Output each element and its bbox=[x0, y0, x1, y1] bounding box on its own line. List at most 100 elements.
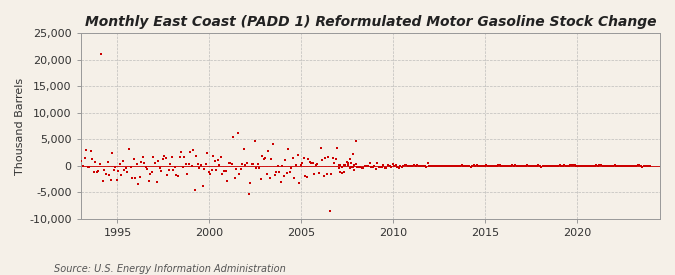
Point bbox=[196, 163, 207, 167]
Point bbox=[267, 142, 278, 146]
Point bbox=[396, 165, 407, 170]
Point bbox=[467, 163, 478, 168]
Point bbox=[381, 166, 392, 170]
Point bbox=[333, 166, 344, 170]
Point bbox=[508, 164, 519, 168]
Point bbox=[335, 163, 346, 167]
Point bbox=[165, 162, 176, 166]
Point bbox=[528, 164, 539, 168]
Point bbox=[497, 163, 508, 168]
Point bbox=[589, 163, 600, 168]
Point bbox=[214, 163, 225, 167]
Point bbox=[346, 161, 356, 166]
Point bbox=[217, 172, 228, 176]
Point bbox=[400, 163, 410, 167]
Point bbox=[215, 155, 226, 160]
Point bbox=[491, 164, 502, 168]
Point bbox=[281, 171, 292, 175]
Point bbox=[168, 168, 179, 173]
Point bbox=[340, 163, 350, 167]
Point bbox=[594, 163, 605, 167]
Point bbox=[406, 164, 416, 168]
Point bbox=[331, 157, 342, 161]
Point bbox=[203, 169, 214, 174]
Point bbox=[134, 175, 145, 179]
Point bbox=[450, 164, 461, 168]
Point bbox=[562, 163, 572, 168]
Point bbox=[414, 164, 425, 168]
Point bbox=[542, 163, 553, 168]
Point bbox=[568, 163, 578, 167]
Point bbox=[185, 150, 196, 154]
Point bbox=[452, 163, 462, 168]
Point bbox=[387, 162, 398, 166]
Point bbox=[173, 174, 184, 178]
Point bbox=[416, 163, 427, 168]
Point bbox=[505, 164, 516, 168]
Point bbox=[178, 164, 188, 169]
Point bbox=[105, 178, 116, 182]
Point bbox=[459, 163, 470, 168]
Point bbox=[254, 165, 265, 170]
Point bbox=[107, 151, 117, 155]
Point bbox=[127, 175, 138, 180]
Point bbox=[407, 164, 418, 168]
Point bbox=[272, 164, 283, 169]
Point bbox=[576, 163, 587, 168]
Point bbox=[156, 169, 167, 173]
Point bbox=[337, 164, 348, 169]
Point bbox=[367, 165, 378, 170]
Point bbox=[377, 165, 387, 169]
Point bbox=[425, 164, 436, 168]
Point bbox=[78, 164, 88, 169]
Point bbox=[404, 164, 415, 168]
Point bbox=[179, 155, 190, 159]
Point bbox=[470, 164, 481, 168]
Point bbox=[315, 146, 326, 150]
Point bbox=[350, 138, 361, 143]
Point bbox=[510, 163, 520, 167]
Point bbox=[591, 163, 602, 168]
Point bbox=[364, 160, 375, 165]
Point bbox=[543, 163, 554, 168]
Point bbox=[513, 164, 524, 168]
Point bbox=[412, 163, 423, 167]
Point bbox=[373, 165, 384, 169]
Point bbox=[117, 158, 128, 163]
Point bbox=[401, 162, 412, 167]
Point bbox=[518, 164, 529, 169]
Point bbox=[188, 148, 198, 152]
Point bbox=[549, 164, 560, 168]
Point bbox=[197, 183, 208, 188]
Point bbox=[547, 164, 558, 168]
Point bbox=[238, 147, 249, 151]
Point bbox=[632, 163, 643, 168]
Point bbox=[413, 164, 424, 168]
Point bbox=[259, 157, 269, 162]
Point bbox=[427, 163, 438, 168]
Point bbox=[138, 155, 148, 160]
Point bbox=[184, 161, 194, 166]
Point bbox=[335, 170, 346, 174]
Point bbox=[556, 164, 566, 168]
Point bbox=[554, 163, 565, 167]
Point bbox=[465, 164, 476, 169]
Point bbox=[389, 163, 400, 168]
Point bbox=[257, 154, 268, 158]
Point bbox=[349, 163, 360, 167]
Point bbox=[343, 163, 354, 167]
Point bbox=[167, 155, 178, 160]
Point bbox=[360, 164, 371, 168]
Point bbox=[148, 154, 159, 159]
Point bbox=[453, 164, 464, 168]
Point bbox=[275, 180, 286, 184]
Point bbox=[493, 163, 504, 168]
Point bbox=[298, 155, 309, 160]
Point bbox=[278, 174, 289, 178]
Point bbox=[308, 161, 319, 166]
Point bbox=[205, 171, 215, 176]
Point bbox=[211, 167, 221, 172]
Point bbox=[150, 160, 161, 165]
Point bbox=[600, 163, 611, 168]
Point bbox=[572, 164, 583, 168]
